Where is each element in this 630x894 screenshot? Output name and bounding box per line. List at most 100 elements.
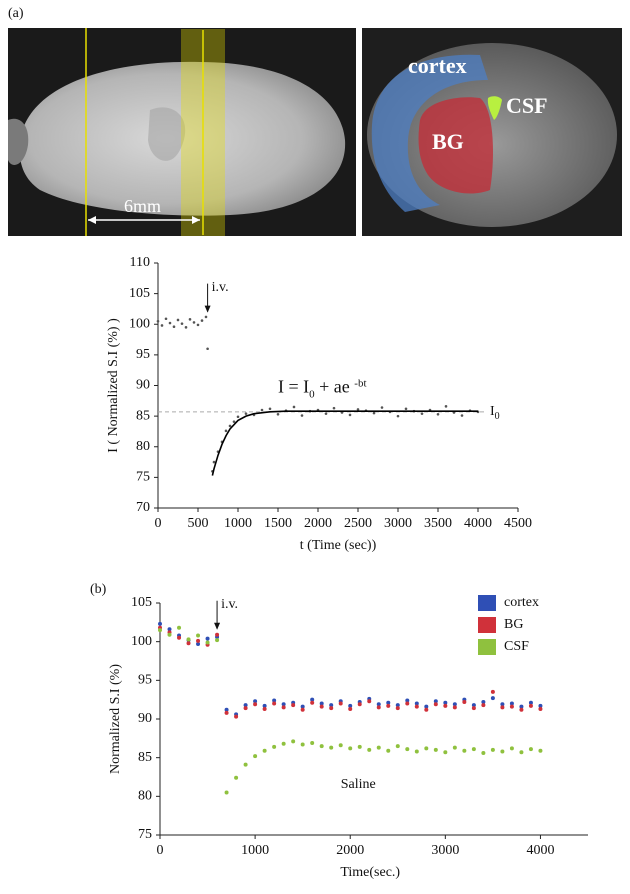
data-point [434,702,438,706]
data-point [434,748,438,752]
data-point [185,326,188,329]
data-point [358,702,362,706]
equation-part: -bt [354,377,366,389]
data-point [462,700,466,704]
data-point [158,622,162,626]
x-tick-label: 0 [155,516,162,531]
y-tick-label: 75 [138,827,152,842]
data-point [165,317,168,320]
data-point [177,319,180,322]
data-point [173,325,176,328]
data-point [491,690,495,694]
data-point [234,776,238,780]
data-point [339,702,343,706]
x-axis-label: Time(sec.) [340,865,400,880]
data-point [269,407,272,410]
annotation-arrowhead [214,623,220,630]
data-point [538,749,542,753]
x-tick-label: 0 [157,843,164,858]
x-tick-label: 3000 [384,516,412,531]
data-point [229,425,232,428]
region-label: BG [432,129,464,154]
x-axis-label: t (Time (sec)) [300,538,377,553]
data-point [358,745,362,749]
x-tick-label: 4500 [504,516,532,531]
annotation-arrowhead [205,306,211,313]
data-point [329,746,333,750]
data-point [263,707,267,711]
data-point [510,705,514,709]
y-axis-label: I ( Normalized S.I (%) ) [106,318,121,453]
data-point [157,320,160,323]
legend-label: cortex [504,595,539,610]
data-point [481,703,485,707]
data-point [462,749,466,753]
figure: (a) 6mm cortex BG CSF (b) 70758085909510… [0,0,630,894]
x-tick-label: 1000 [241,843,269,858]
data-point [244,763,248,767]
data-point [443,704,447,708]
data-point [421,412,424,415]
data-point [348,746,352,750]
panel-label: (a) [8,6,24,21]
equation-part: I = I [278,377,309,397]
data-point [405,702,409,706]
data-point [237,415,240,418]
x-tick-label: 500 [188,516,209,531]
data-point [215,638,219,642]
data-point [424,708,428,712]
data-point [437,413,440,416]
data-point [234,715,238,719]
data-point [245,412,248,415]
data-point [519,708,523,712]
y-tick-label: 110 [130,255,150,270]
data-point [333,407,336,410]
data-point [215,633,219,637]
y-tick-label: 70 [136,500,150,515]
y-tick-label: 105 [129,286,150,301]
y-tick-label: 90 [136,378,150,393]
x-tick-label: 3500 [424,516,452,531]
data-point [189,318,192,321]
data-point [367,699,371,703]
data-point [339,743,343,747]
data-point [491,748,495,752]
data-point [206,640,210,644]
data-point [500,705,504,709]
data-point [510,746,514,750]
data-point [445,405,448,408]
x-tick-label: 2000 [304,516,332,531]
data-point [177,626,181,630]
panel-label: (b) [90,582,107,597]
data-point [367,748,371,752]
legend-label: CSF [504,639,529,654]
data-point [158,628,162,632]
data-point [225,430,228,433]
data-point [461,414,464,417]
data-point [272,702,276,706]
y-tick-label: 80 [136,439,150,454]
data-point [161,324,164,327]
y-tick-label: 75 [136,470,150,485]
legend-swatch [478,639,496,655]
data-point [348,707,352,711]
data-point [261,409,264,412]
data-point [491,696,495,700]
data-point [310,741,314,745]
data-point [272,745,276,749]
coronal-image: cortex BG CSF [362,28,622,236]
x-tick-label: 2500 [344,516,372,531]
data-point [291,739,295,743]
equation: I = I0 + ae -bt [278,377,367,400]
data-point [282,705,286,709]
y-tick-label: 85 [136,408,150,423]
data-point [177,636,181,640]
data-point [253,702,257,706]
x-tick-label: 2000 [336,843,364,858]
data-point [196,633,200,637]
data-point [181,322,184,325]
sagittal-image: 6mm [8,28,356,236]
data-point [282,742,286,746]
data-point [310,701,314,705]
data-point [481,751,485,755]
